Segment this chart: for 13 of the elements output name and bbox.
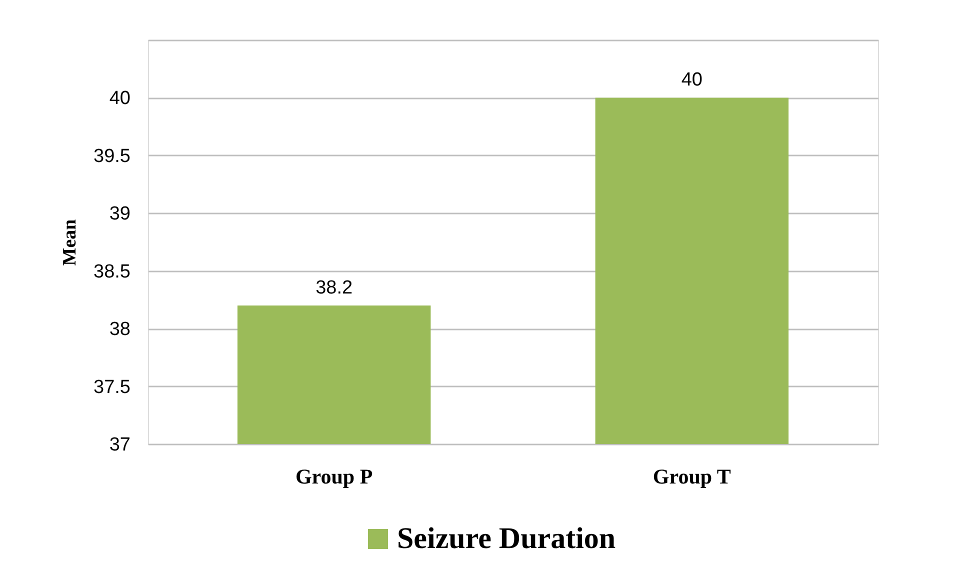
x-tick-label: Group T [652, 464, 731, 488]
y-tick-label: 38 [109, 319, 130, 340]
y-tick-label: 38.5 [94, 261, 130, 282]
y-tick-label: 40 [109, 88, 130, 110]
data-label: 40 [681, 70, 702, 91]
y-tick-label: 37 [109, 434, 130, 456]
y-tick-label: 39.5 [94, 146, 130, 167]
x-tick-label: Group P [295, 464, 373, 488]
y-axis-title: Mean [60, 218, 81, 266]
y-tick-label: 39 [109, 204, 130, 225]
y-tick-label: 37.5 [94, 376, 130, 398]
data-label: 38.2 [316, 277, 353, 298]
legend-label: Seizure Duration [397, 522, 616, 555]
